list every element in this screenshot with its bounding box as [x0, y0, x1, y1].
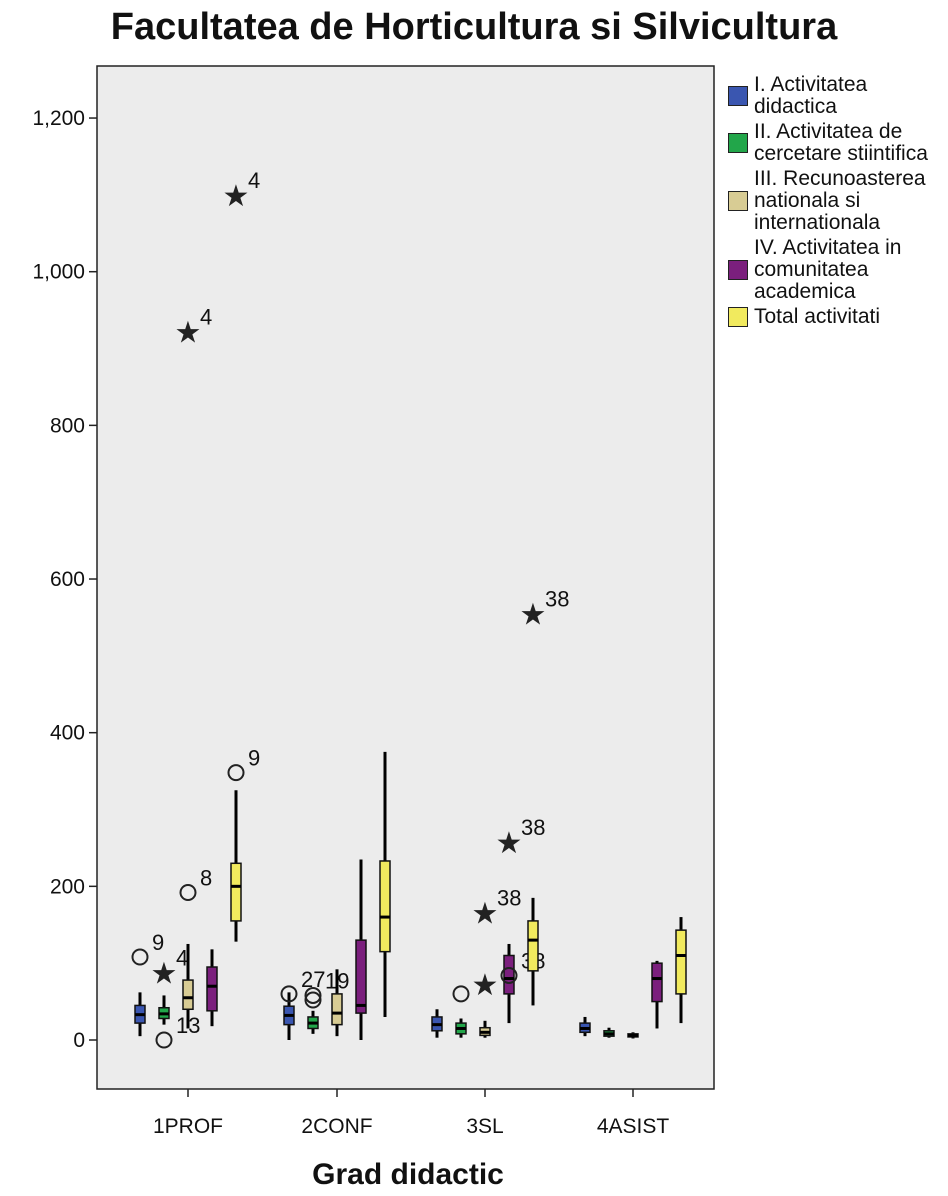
outlier-star: ★	[496, 826, 523, 861]
box	[207, 967, 217, 1011]
legend-label: II. Activitatea de cercetare stiintifica	[754, 121, 948, 165]
x-axis-label: Grad didactic	[100, 1158, 716, 1192]
legend-label: IV. Activitatea in comunitatea academica	[754, 237, 948, 303]
box	[183, 980, 193, 1009]
legend-swatch	[728, 260, 748, 280]
outlier-label: 4	[176, 945, 188, 970]
y-tick-label: 0	[73, 1029, 85, 1052]
x-tick-label: 3SL	[466, 1115, 503, 1138]
box	[356, 940, 366, 1013]
x-tick-label: 4ASIST	[597, 1115, 670, 1138]
y-tick-label: 800	[50, 414, 85, 437]
plot-area	[97, 66, 714, 1089]
x-axis: 1PROF 2CONF 3SL 4ASIST	[153, 1089, 669, 1138]
x-tick-label: 2CONF	[301, 1115, 372, 1138]
legend-label: I. Activitatea didactica	[754, 74, 948, 118]
outlier-label: 38	[521, 815, 545, 840]
box	[332, 994, 342, 1025]
outlier-label: 38	[545, 587, 569, 612]
box	[231, 863, 241, 921]
legend-label: Total activitati	[754, 306, 948, 328]
outlier-star: ★	[175, 316, 202, 351]
y-tick-label: 200	[50, 875, 85, 898]
outlier-star: ★	[472, 968, 499, 1003]
legend: I. Activitatea didactica II. Activitatea …	[724, 74, 948, 331]
legend-item: I. Activitatea didactica	[724, 74, 948, 118]
outlier-star: ★	[151, 956, 178, 991]
y-tick-label: 1,200	[32, 107, 85, 130]
legend-item: Total activitati	[724, 306, 948, 328]
legend-item: IV. Activitatea in comunitatea academica	[724, 237, 948, 303]
outlier-label: 9	[248, 746, 260, 771]
legend-swatch	[728, 86, 748, 106]
y-axis: 0 200 400 600 800 1,000 1,200	[32, 107, 97, 1052]
legend-item: II. Activitatea de cercetare stiintifica	[724, 121, 948, 165]
box	[676, 930, 686, 994]
box	[528, 921, 538, 971]
y-tick-label: 400	[50, 722, 85, 745]
legend-swatch	[728, 191, 748, 211]
y-tick-label: 600	[50, 568, 85, 591]
box	[380, 861, 390, 952]
y-tick-label: 1,000	[32, 261, 85, 284]
outlier-label: 38	[497, 885, 521, 910]
box-group	[628, 1032, 638, 1038]
box	[652, 963, 662, 1001]
outlier-star: ★	[520, 598, 547, 633]
legend-label: III. Recunoasterea nationala si internat…	[754, 168, 948, 234]
legend-swatch	[728, 307, 748, 327]
outlier-label: 8	[200, 865, 212, 890]
legend-item: III. Recunoasterea nationala si internat…	[724, 168, 948, 234]
outlier-label: 9	[152, 930, 164, 955]
outlier-star: ★	[472, 896, 499, 931]
legend-swatch	[728, 133, 748, 153]
box	[504, 955, 514, 993]
outlier-label: 4	[200, 305, 212, 330]
outlier-label: 4	[248, 168, 260, 193]
x-tick-label: 1PROF	[153, 1115, 223, 1138]
outlier-star: ★	[223, 179, 250, 214]
